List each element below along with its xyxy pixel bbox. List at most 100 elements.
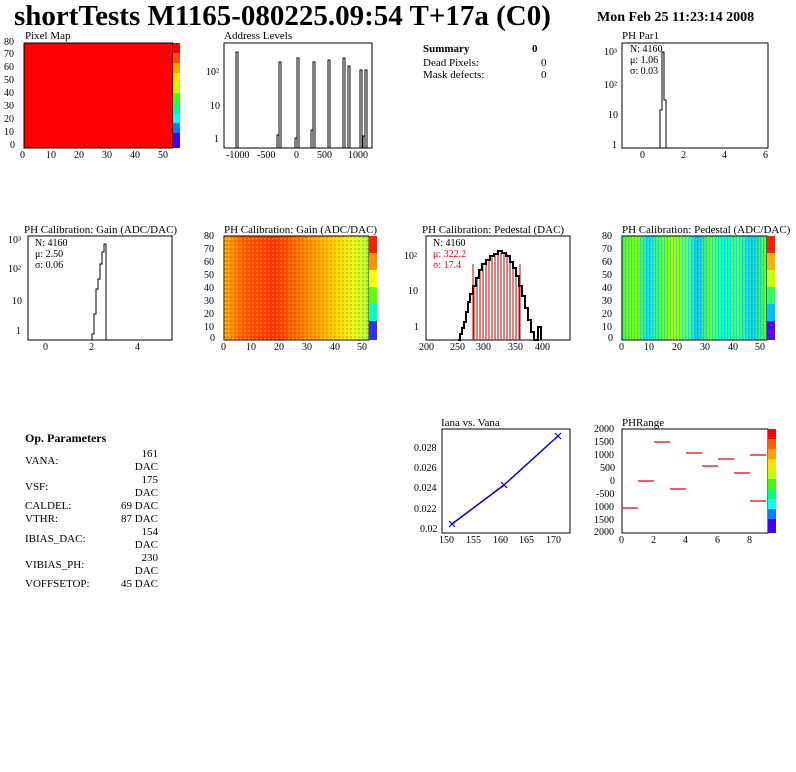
summary-label: Mask defects: (423, 69, 485, 81)
phrange-chart (621, 428, 776, 534)
y-tick-label: 10³ (604, 47, 617, 58)
x-tick-label: 0 (640, 150, 645, 161)
y-tick-label: 10² (206, 67, 219, 78)
summary-title: Summary (423, 43, 470, 55)
x-tick-label: 0 (619, 535, 624, 546)
pixel-map-palette (173, 43, 180, 148)
y-tick-label: 10³ (8, 235, 21, 246)
x-tick-label: 160 (493, 535, 508, 546)
pedestal-map-panel[interactable]: 80 70 60 50 40 30 20 10 0 0 10 20 30 40 … (598, 231, 792, 354)
phrange-panel[interactable]: 2000 1500 1000 500 0 -500 1000 1500 2000… (592, 424, 788, 547)
y-tick-label: 50 (4, 75, 14, 86)
x-tick-label: 2 (89, 342, 94, 353)
x-tick-label: 300 (476, 342, 491, 353)
y-tick-label: 1 (612, 140, 617, 151)
y-tick-label: 20 (204, 309, 214, 320)
y-tick-label: 0.024 (414, 483, 437, 494)
summary-label: Dead Pixels: (423, 57, 479, 69)
stat-sigma: σ: 17.4 (433, 260, 462, 271)
param-row: VANA: 161 DAC (25, 448, 158, 474)
gain-map-panel[interactable]: 80 70 60 50 40 30 20 10 0 0 10 20 30 40 … (200, 231, 390, 354)
y-tick-label: -500 (596, 489, 615, 500)
x-tick-label: 2 (651, 535, 656, 546)
x-tick-label: 4 (722, 150, 727, 161)
y-tick-label: 1 (214, 134, 219, 145)
y-tick-label: 70 (4, 49, 14, 60)
y-tick-label: 10² (404, 251, 417, 262)
y-tick-label: 0.026 (414, 463, 437, 474)
summary-panel: Summary 0 Dead Pixels: 0 Mask defects: 0 (423, 43, 553, 81)
op-params-table: VANA: 161 DAC VSF: 175 DAC CALDEL: 69 DAC V… (25, 448, 158, 591)
x-tick-label: 4 (135, 342, 140, 353)
iana-vana-panel[interactable]: 0.028 0.026 0.024 0.022 0.02 150 155 160… (400, 427, 590, 547)
param-row: VTHR: 87 DAC (25, 513, 158, 526)
timestamp: Mon Feb 25 11:23:14 2008 (597, 10, 755, 25)
y-tick-label: 1500 (594, 437, 614, 448)
y-tick-label: 60 (4, 62, 14, 73)
y-tick-label: 60 (602, 257, 612, 268)
pixel-map-panel[interactable]: 80 70 60 50 40 30 20 10 0 0 10 20 30 40 … (0, 37, 200, 161)
y-tick-label: 1 (16, 326, 21, 337)
pedestal-hist-panel[interactable]: N: 4160 μ: 322.2 σ: 17.4 10² 10 1 200 25… (398, 234, 588, 354)
phrange-palette (768, 429, 776, 533)
page-title: shortTests M1165-080225.09:54 T+17a (C0) (14, 0, 551, 32)
address-levels-panel[interactable]: 10² 10 1 -1000 -500 0 500 1000 (200, 40, 380, 161)
x-tick-label: 0 (294, 150, 299, 161)
y-tick-label: 80 (602, 231, 612, 242)
x-tick-label: 50 (755, 342, 765, 353)
y-tick-label: 1500 (594, 515, 614, 526)
ph-par1-title: PH Par1 (622, 30, 659, 42)
summary-row: Dead Pixels: 0 (423, 57, 553, 69)
x-tick-label: -1000 (226, 150, 250, 161)
y-tick-label: 10 (12, 296, 22, 307)
x-tick-label: 6 (715, 535, 720, 546)
pedestal-hist-line (458, 250, 542, 341)
x-tick-label: 30 (102, 150, 112, 161)
y-tick-label: 20 (4, 114, 14, 125)
summary-title-value: 0 (532, 43, 538, 55)
stat-n: N: 4160 (630, 44, 663, 55)
pedestal-hist-title: PH Calibration: Pedestal (DAC) (422, 224, 565, 236)
op-params-panel: Op. Parameters VANA: 161 DAC VSF: 175 DAC … (25, 431, 205, 591)
x-tick-label: 200 (419, 342, 434, 353)
pedestal-fill (473, 252, 520, 340)
param-name: VSF: (25, 480, 49, 493)
param-value: 45 DAC (121, 578, 158, 590)
x-tick-label: 8 (747, 535, 752, 546)
iana-vana-title: Iana vs. Vana (441, 417, 500, 429)
address-levels-chart (223, 42, 373, 149)
y-tick-label: 2000 (594, 424, 614, 435)
x-tick-label: 40 (130, 150, 140, 161)
y-tick-label: 1000 (594, 450, 614, 461)
ph-par1-panel[interactable]: N: 4160 μ: 1.06 σ: 0.03 10³ 10² 10 1 0 2… (598, 40, 778, 161)
gain-hist-panel[interactable]: N: 4160 μ: 2.50 σ: 0.06 10³ 10² 10 1 0 2… (0, 234, 190, 354)
x-tick-label: -500 (257, 150, 276, 161)
summary-header: Summary 0 (423, 43, 553, 57)
gain-hist-line (90, 243, 107, 341)
y-tick-label: 30 (4, 101, 14, 112)
y-tick-label: 10 (408, 286, 418, 297)
x-tick-label: 10 (46, 150, 56, 161)
x-tick-label: 170 (546, 535, 561, 546)
y-tick-label: 0.028 (414, 443, 437, 454)
x-tick-label: 4 (683, 535, 688, 546)
x-tick-label: 30 (700, 342, 710, 353)
x-tick-label: 50 (357, 342, 367, 353)
y-tick-label: 20 (602, 309, 612, 320)
param-name: CALDEL: (25, 500, 72, 512)
address-levels-title: Address Levels (224, 30, 293, 42)
stat-sigma: σ: 0.06 (35, 260, 64, 271)
x-tick-label: 30 (302, 342, 312, 353)
param-name: VANA: (25, 454, 59, 467)
param-row: IBIAS_DAC: 154 DAC (25, 526, 158, 552)
iana-vana-markers (448, 432, 562, 528)
phrange-segments (622, 441, 766, 509)
iana-vana-line (451, 435, 559, 525)
param-name: VIBIAS_PH: (25, 558, 85, 571)
pedestal-map-title: PH Calibration: Pedestal (ADC/DAC) (622, 224, 791, 236)
x-tick-label: 400 (535, 342, 550, 353)
y-tick-label: 10 (210, 101, 220, 112)
param-value: 161 DAC (134, 448, 158, 473)
y-tick-label: 0 (10, 140, 15, 151)
y-tick-label: 0.022 (414, 504, 437, 515)
